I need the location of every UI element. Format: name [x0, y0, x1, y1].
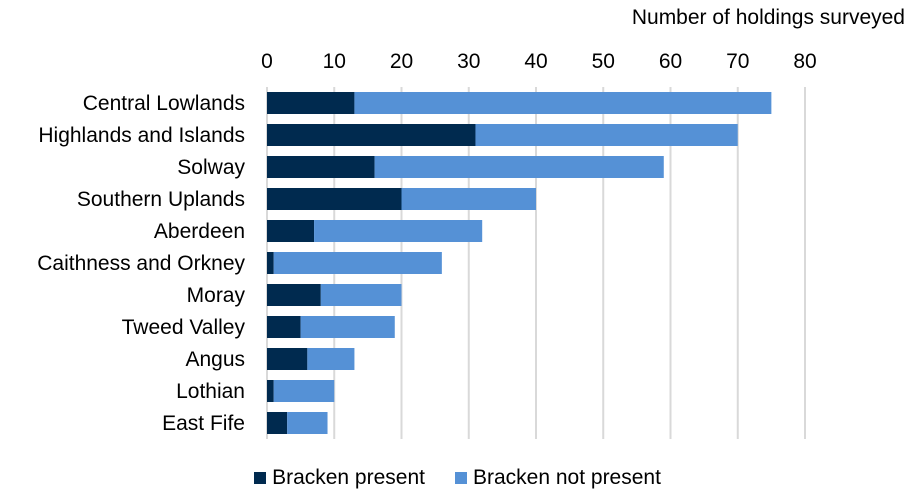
bar-bracken-present	[267, 316, 301, 338]
legend-label: Bracken present	[272, 466, 425, 489]
bar-bracken-present	[267, 188, 402, 210]
bar-bracken-not-present	[314, 220, 483, 242]
x-tick-label: 80	[793, 50, 816, 73]
bar-bracken-present	[267, 380, 274, 402]
bar-bracken-not-present	[354, 92, 772, 114]
bar-bracken-present	[267, 412, 288, 434]
category-label: Caithness and Orkney	[37, 252, 245, 275]
bar-bracken-present	[267, 220, 315, 242]
bar-bracken-present	[267, 92, 355, 114]
legend-swatch	[254, 472, 267, 484]
bar-bracken-not-present	[401, 188, 536, 210]
category-label: Tweed Valley	[122, 316, 246, 339]
x-tick-label: 40	[524, 50, 547, 73]
bar-bracken-present	[267, 252, 274, 274]
bar-chart: 0 10 20 30 40 50 60 70 80 Central Lowlands Highla…	[37, 50, 817, 439]
x-tick-label: 50	[592, 50, 615, 73]
x-axis-title: Number of holdings surveyed	[631, 6, 905, 29]
x-tick-label: 20	[390, 50, 413, 73]
category-label: Angus	[185, 348, 245, 371]
category-label: Solway	[177, 156, 245, 179]
bar-bracken-present	[267, 348, 308, 370]
x-tick-label: 30	[457, 50, 480, 73]
legend-item-bracken-present: Bracken present	[254, 466, 425, 490]
bar-bracken-not-present	[287, 412, 328, 434]
bar-bracken-not-present	[374, 156, 664, 178]
bar-bracken-not-present	[475, 124, 738, 146]
bar-bracken-present	[267, 124, 476, 146]
bar-bracken-not-present	[273, 252, 442, 274]
legend-swatch	[454, 472, 467, 484]
category-label: Southern Uplands	[77, 188, 245, 211]
bar-bracken-present	[267, 156, 375, 178]
x-tick-label: 70	[726, 50, 749, 73]
bar-bracken-not-present	[307, 348, 355, 370]
bar-bracken-not-present	[320, 284, 402, 306]
x-tick-label: 10	[323, 50, 346, 73]
x-tick-labels: 0 10 20 30 40 50 60 70 80	[261, 50, 817, 73]
bar-bracken-not-present	[273, 380, 335, 402]
category-label: East Fife	[162, 412, 245, 435]
legend-item-bracken-not-present: Bracken not present	[454, 466, 661, 490]
category-label: Central Lowlands	[83, 92, 245, 115]
x-tick-label: 60	[659, 50, 682, 73]
bar-bracken-present	[267, 284, 321, 306]
legend: Bracken present Bracken not present	[0, 466, 915, 490]
category-labels: Central Lowlands Highlands and Islands Sol…	[37, 92, 245, 435]
category-label: Moray	[187, 284, 246, 307]
x-tick-label: 0	[261, 50, 273, 73]
category-label: Aberdeen	[154, 220, 245, 243]
category-label: Highlands and Islands	[38, 124, 245, 147]
bar-bracken-not-present	[300, 316, 395, 338]
category-label: Lothian	[176, 380, 245, 403]
legend-label: Bracken not present	[472, 466, 661, 489]
bars	[267, 92, 772, 434]
